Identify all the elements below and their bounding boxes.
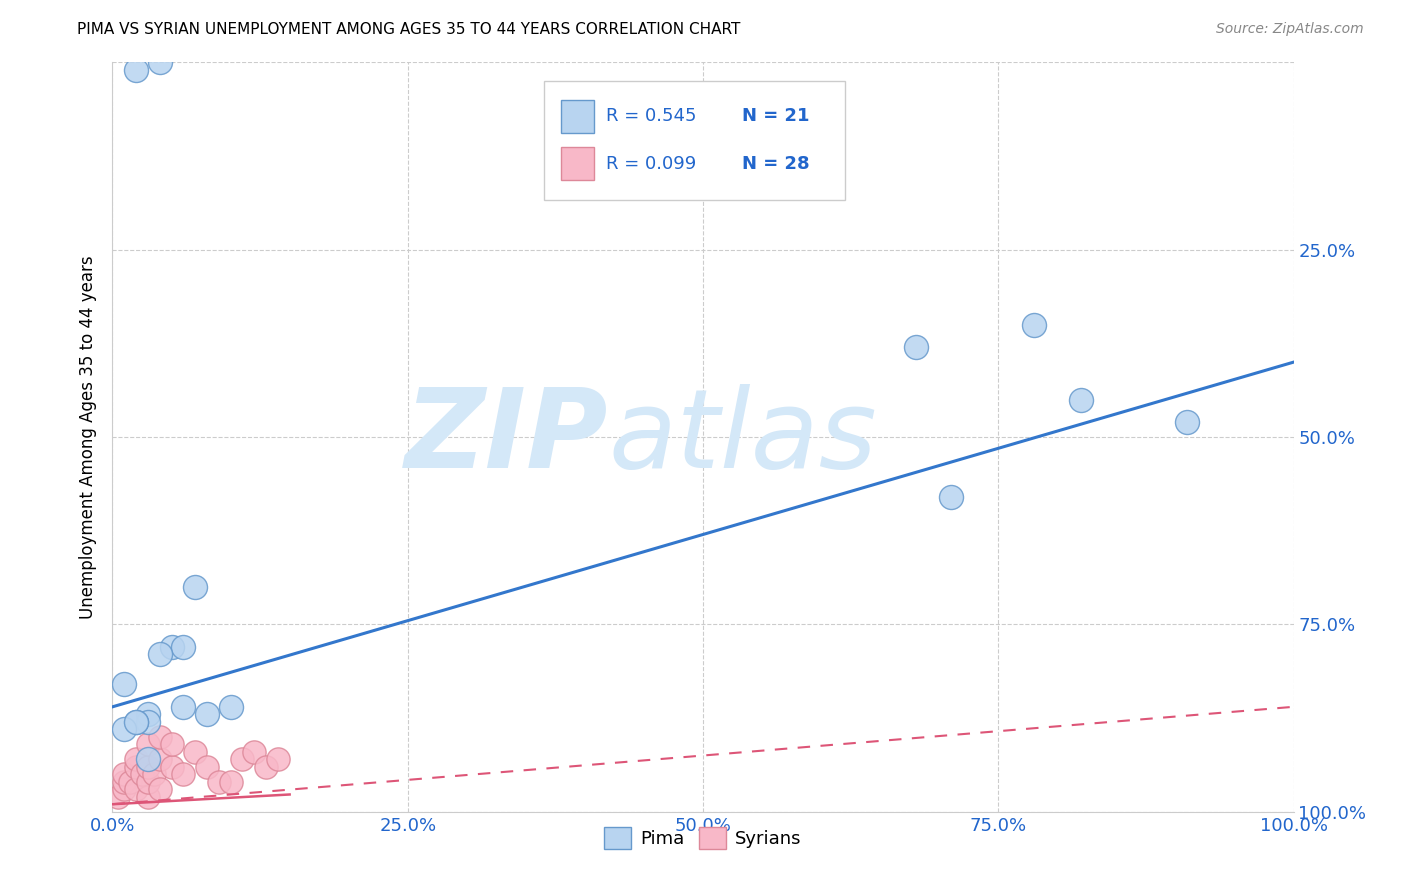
Point bbox=[125, 714, 148, 729]
Point bbox=[149, 730, 172, 744]
Point bbox=[195, 707, 218, 722]
Point bbox=[120, 774, 142, 789]
Point bbox=[243, 745, 266, 759]
Point bbox=[107, 789, 129, 804]
Point bbox=[904, 340, 927, 354]
Text: N = 28: N = 28 bbox=[742, 154, 810, 172]
Point bbox=[112, 767, 135, 781]
Point bbox=[112, 677, 135, 691]
Point bbox=[136, 707, 159, 722]
Point bbox=[160, 737, 183, 751]
Text: atlas: atlas bbox=[609, 384, 877, 491]
Text: ZIP: ZIP bbox=[405, 384, 609, 491]
Point bbox=[131, 767, 153, 781]
Text: N = 21: N = 21 bbox=[742, 107, 810, 126]
Y-axis label: Unemployment Among Ages 35 to 44 years: Unemployment Among Ages 35 to 44 years bbox=[79, 255, 97, 619]
Point bbox=[136, 789, 159, 804]
Point bbox=[172, 767, 194, 781]
Point bbox=[125, 760, 148, 774]
Point bbox=[195, 760, 218, 774]
Text: R = 0.545: R = 0.545 bbox=[606, 107, 696, 126]
Point bbox=[184, 580, 207, 594]
Point bbox=[112, 774, 135, 789]
Point bbox=[1022, 318, 1045, 332]
Point bbox=[125, 714, 148, 729]
Point bbox=[208, 774, 231, 789]
Point bbox=[939, 490, 962, 504]
Point bbox=[136, 737, 159, 751]
Text: R = 0.099: R = 0.099 bbox=[606, 154, 696, 172]
Point bbox=[149, 648, 172, 662]
Point bbox=[160, 760, 183, 774]
FancyBboxPatch shape bbox=[544, 81, 845, 200]
Point bbox=[112, 723, 135, 737]
Point bbox=[254, 760, 277, 774]
FancyBboxPatch shape bbox=[561, 146, 595, 180]
Point bbox=[160, 640, 183, 654]
Point bbox=[1175, 415, 1198, 429]
Point bbox=[136, 752, 159, 766]
Point bbox=[172, 699, 194, 714]
Point bbox=[219, 699, 242, 714]
Point bbox=[142, 767, 165, 781]
Point bbox=[112, 782, 135, 797]
Point bbox=[125, 782, 148, 797]
Point bbox=[125, 752, 148, 766]
Text: Source: ZipAtlas.com: Source: ZipAtlas.com bbox=[1216, 22, 1364, 37]
Point bbox=[136, 774, 159, 789]
FancyBboxPatch shape bbox=[561, 100, 595, 133]
Point bbox=[125, 62, 148, 77]
Point bbox=[172, 640, 194, 654]
Point bbox=[136, 714, 159, 729]
Point bbox=[267, 752, 290, 766]
Point bbox=[149, 782, 172, 797]
Point bbox=[149, 55, 172, 70]
Point bbox=[1070, 392, 1092, 407]
Point bbox=[184, 745, 207, 759]
Text: PIMA VS SYRIAN UNEMPLOYMENT AMONG AGES 35 TO 44 YEARS CORRELATION CHART: PIMA VS SYRIAN UNEMPLOYMENT AMONG AGES 3… bbox=[77, 22, 741, 37]
Point bbox=[231, 752, 253, 766]
Legend: Pima, Syrians: Pima, Syrians bbox=[598, 820, 808, 856]
Point bbox=[136, 760, 159, 774]
Point bbox=[149, 752, 172, 766]
Point bbox=[219, 774, 242, 789]
